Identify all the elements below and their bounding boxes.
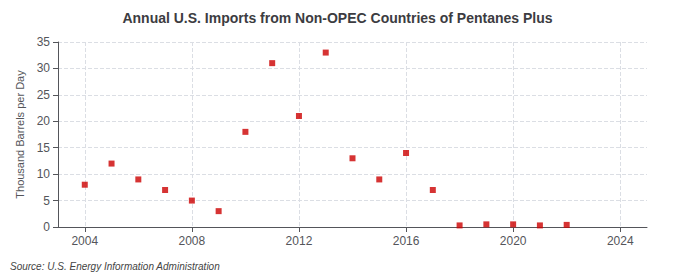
svg-text:Thousand Barrels per Day: Thousand Barrels per Day	[14, 70, 26, 199]
svg-text:0: 0	[43, 220, 50, 234]
svg-text:2012: 2012	[286, 234, 313, 248]
svg-text:2024: 2024	[607, 234, 634, 248]
svg-text:2016: 2016	[393, 234, 420, 248]
svg-text:15: 15	[37, 141, 51, 155]
svg-text:20: 20	[37, 114, 51, 128]
svg-text:30: 30	[37, 61, 51, 75]
svg-text:Source: U.S. Energy Informatio: Source: U.S. Energy Information Administ…	[10, 261, 220, 272]
svg-text:35: 35	[37, 35, 51, 49]
svg-text:2008: 2008	[179, 234, 206, 248]
svg-text:2020: 2020	[500, 234, 527, 248]
svg-text:10: 10	[37, 167, 51, 181]
svg-text:Annual U.S. Imports from Non-O: Annual U.S. Imports from Non-OPEC Countr…	[122, 10, 552, 26]
svg-text:2004: 2004	[71, 234, 98, 248]
svg-text:25: 25	[37, 88, 51, 102]
svg-text:5: 5	[43, 194, 50, 208]
